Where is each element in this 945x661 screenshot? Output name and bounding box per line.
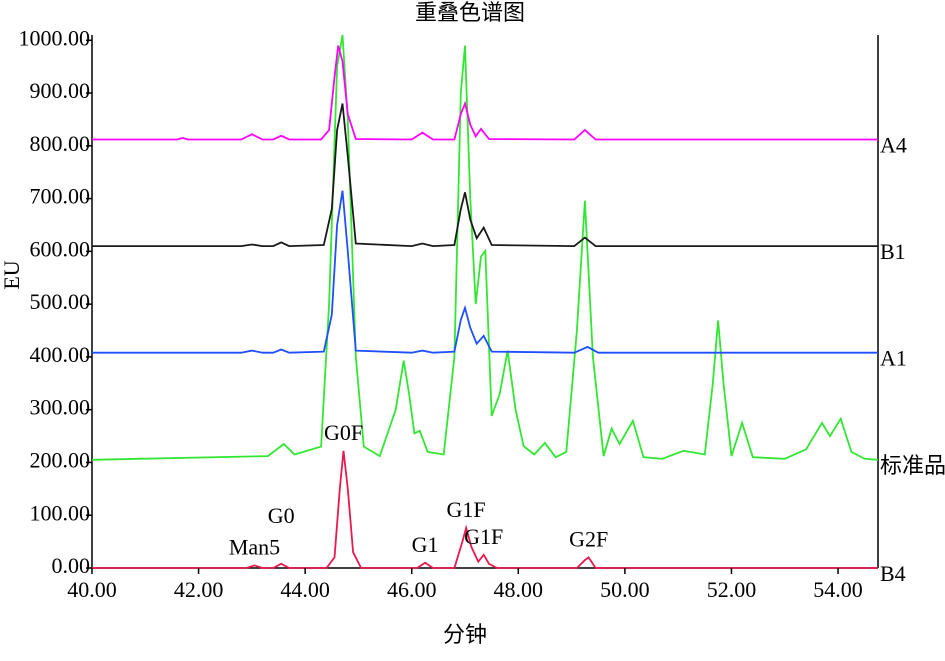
series-line — [92, 450, 878, 569]
y-tick-label: 0.00 — [52, 553, 91, 578]
x-tick-label: 52.00 — [707, 577, 757, 602]
series-line — [92, 103, 878, 248]
series-label: 标准品 — [880, 453, 945, 478]
y-axis-label: EU — [0, 260, 24, 289]
series-line — [92, 34, 878, 461]
peak-annotation: G1 — [412, 532, 439, 557]
peak-annotation: G1F — [464, 524, 503, 549]
y-tick-label: 700.00 — [30, 184, 91, 209]
y-tick-label: 600.00 — [30, 236, 91, 261]
y-tick-label: 500.00 — [30, 289, 91, 314]
series-line — [92, 190, 878, 354]
x-tick-label: 54.00 — [813, 577, 863, 602]
chart-title: 重叠色谱图 — [415, 0, 525, 25]
y-tick-label: 300.00 — [30, 395, 91, 420]
y-tick-label: 100.00 — [30, 500, 91, 525]
peak-annotation: G0F — [324, 420, 363, 445]
series-label: A4 — [880, 133, 907, 158]
x-tick-label: 50.00 — [600, 577, 650, 602]
y-tick-label: 200.00 — [30, 448, 91, 473]
peak-annotation: G0 — [268, 503, 295, 528]
y-tick-label: 400.00 — [30, 342, 91, 367]
x-tick-label: 40.00 — [67, 577, 117, 602]
y-tick-label: 900.00 — [30, 78, 91, 103]
x-tick-label: 44.00 — [280, 577, 330, 602]
series-label: B1 — [880, 239, 906, 264]
x-tick-label: 42.00 — [174, 577, 224, 602]
y-tick-label: 1000.00 — [19, 25, 91, 50]
peak-annotation: G1F — [447, 497, 486, 522]
plot-area — [92, 34, 878, 569]
series-line — [92, 45, 878, 141]
y-tick-label: 800.00 — [30, 131, 91, 156]
x-axis-label: 分钟 — [443, 622, 487, 647]
peak-annotation: Man5 — [229, 534, 280, 559]
series-label: A1 — [880, 346, 907, 371]
x-tick-label: 48.00 — [494, 577, 544, 602]
x-tick-label: 46.00 — [387, 577, 437, 602]
peak-annotation: G2F — [569, 526, 608, 551]
series-label: B4 — [880, 561, 906, 586]
